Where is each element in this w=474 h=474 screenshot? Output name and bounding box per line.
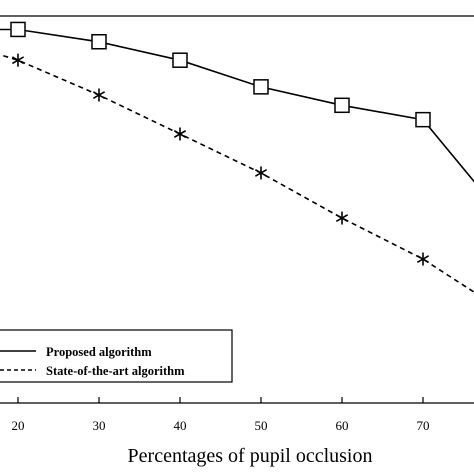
- legend-label-proposed: Proposed algorithm: [46, 345, 152, 359]
- point-state-of-the-art-algorithm-30: [92, 88, 106, 102]
- legend-label-state-of-the-art: State-of-the-art algorithm: [46, 364, 185, 378]
- point-proposed-algorithm-40: [172, 52, 188, 68]
- axes: [0, 15, 474, 404]
- point-state-of-the-art-algorithm-60: [335, 211, 349, 225]
- x-tick-label-50: 50: [255, 418, 268, 433]
- x-tick-label-20: 20: [12, 418, 25, 433]
- x-tick-label-70: 70: [417, 418, 430, 433]
- point-proposed-algorithm-60: [334, 97, 350, 114]
- point-proposed-algorithm-50: [253, 79, 269, 95]
- point-proposed-algorithm-30: [91, 34, 107, 50]
- x-axis-title: Percentages of pupil occlusion: [128, 445, 373, 467]
- legend: Proposed algorithm State-of-the-art algo…: [0, 329, 233, 383]
- point-proposed-algorithm-20: [10, 21, 26, 38]
- x-ticks: 20 30 40 50 60 70: [12, 397, 430, 433]
- x-tick-label-40: 40: [174, 418, 187, 433]
- x-tick-label-30: 30: [93, 418, 106, 433]
- point-state-of-the-art-algorithm-20: [11, 53, 25, 67]
- x-tick-label-60: 60: [336, 418, 349, 433]
- series-line-state-of-the-art-algorithm: [0, 53, 474, 294]
- series-layer: [0, 21, 474, 294]
- point-proposed-algorithm-70: [415, 111, 431, 128]
- point-state-of-the-art-algorithm-40: [173, 127, 187, 141]
- point-state-of-the-art-algorithm-70: [416, 252, 430, 266]
- legend-box: [0, 329, 233, 383]
- series-line-proposed-algorithm: [0, 28, 474, 183]
- point-state-of-the-art-algorithm-50: [254, 166, 268, 180]
